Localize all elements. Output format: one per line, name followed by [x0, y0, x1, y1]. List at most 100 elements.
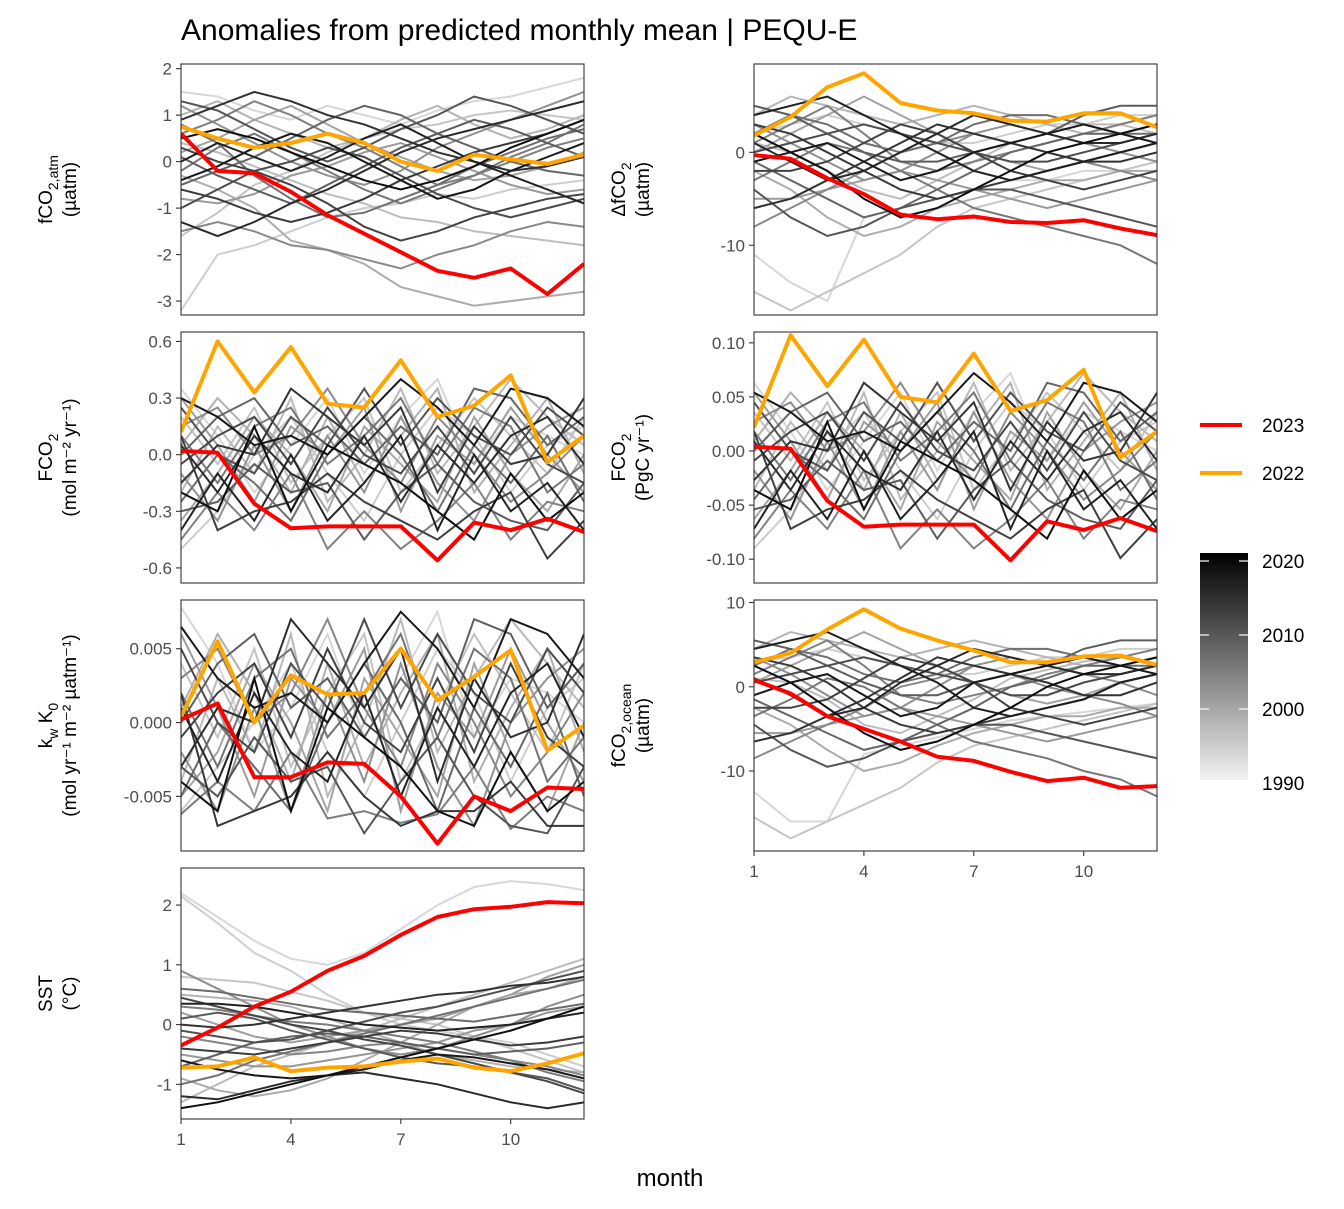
panel-2: 0 -10 ΔfCO2 (µatm): [609, 63, 1158, 316]
y-tick-label: 1: [163, 956, 172, 975]
panel-5: 0.005 0.000 -0.005 kw K0 (mol yr⁻¹ m⁻² µatm⁻…: [36, 599, 585, 852]
y-axis-label: FCO2 (mol m⁻² yr⁻¹): [36, 398, 81, 516]
background-year-line: [181, 1029, 584, 1056]
background-year-line: [754, 656, 1157, 743]
background-year-line: [181, 969, 584, 1044]
y-axis-label-unit: (mol yr⁻¹ m⁻² µatm⁻¹): [60, 634, 81, 816]
panel-frame: [180, 867, 585, 1120]
series-line-2023: [181, 132, 584, 297]
y-tick-label: -1: [157, 199, 172, 218]
y-tick-label: 0.000: [129, 714, 172, 733]
y-axis-label-main: FCO2: [609, 433, 634, 481]
y-axis-label-main: kw K0: [36, 703, 61, 749]
colorbar-label-2020: 2020: [1262, 552, 1304, 573]
x-axis-label: month: [637, 1165, 704, 1192]
series-line-2022: [754, 607, 1157, 667]
background-year-line: [181, 423, 584, 542]
background-year-line: [754, 123, 1157, 163]
y-axis-label-unit: (µatm): [633, 698, 654, 753]
y-tick-label: -1: [157, 1075, 172, 1094]
y-axis-label-main: FCO2: [36, 433, 61, 481]
y-tick-label: 0: [736, 678, 745, 697]
y-tick-label: -0.6: [143, 559, 172, 578]
background-year-line: [181, 633, 584, 815]
series-line-2023: [754, 444, 1157, 563]
background-year-line: [181, 987, 584, 1023]
background-year-line: [181, 750, 584, 831]
background-year-line: [754, 429, 1157, 532]
background-year-line: [754, 169, 1157, 210]
background-year-line: [181, 975, 584, 1029]
background-year-line: [181, 141, 584, 205]
background-year-line: [181, 996, 584, 1095]
legend-label-2023: 2023: [1262, 416, 1304, 437]
background-year-line: [181, 132, 584, 200]
background-year-line: [754, 656, 1157, 697]
y-tick-label: 0: [736, 143, 745, 162]
series-line-2023: [181, 701, 584, 846]
y-tick-label: 0.3: [148, 389, 172, 408]
background-year-line: [754, 706, 1157, 743]
y-axis-label: fCO2,atm (µatm): [36, 155, 81, 224]
x-tick-label: 4: [859, 862, 868, 881]
panel-5-lines: [181, 606, 584, 846]
background-year-line: [754, 656, 1157, 751]
y-tick-label: -0.3: [143, 502, 172, 521]
background-year-line: [754, 104, 1157, 172]
background-year-line: [754, 123, 1157, 219]
background-year-line: [181, 647, 584, 829]
background-year-line: [181, 616, 584, 754]
y-tick-label: -3: [157, 292, 172, 311]
x-tick-label: 1: [176, 1130, 185, 1149]
y-axis-label-unit: (PgC yr⁻¹): [633, 414, 654, 501]
series-line-2022: [181, 339, 584, 465]
background-year-line: [754, 468, 1157, 551]
panel-3-lines: [181, 339, 584, 563]
panel-frame: [753, 599, 1158, 852]
background-year-line: [754, 706, 1157, 773]
background-year-line: [181, 433, 584, 533]
y-tick-label: -10: [720, 762, 745, 781]
y-axis-label: ΔfCO2 (µatm): [609, 162, 654, 217]
y-axis-label-main: SST: [36, 975, 57, 1012]
background-year-line: [181, 174, 584, 307]
y-tick-label: 10: [726, 594, 745, 613]
background-year-line: [181, 617, 584, 740]
background-year-line: [181, 118, 584, 224]
background-year-line: [181, 406, 584, 523]
background-year-line: [181, 386, 584, 475]
y-axis-label-unit: (µatm): [60, 162, 81, 217]
y-axis-label-main: fCO2,ocean: [609, 684, 634, 768]
background-year-line: [181, 109, 584, 237]
panel-6: 10 0 -10 1 4 7 10 fCO2,ocean (µatm): [609, 594, 1158, 881]
panel-2-lines: [754, 71, 1157, 312]
background-year-line: [754, 410, 1157, 521]
y-tick-label: -2: [157, 246, 172, 265]
background-year-line: [754, 419, 1157, 541]
y-tick-label: 0.005: [129, 640, 172, 659]
x-tick-label: 4: [286, 1130, 295, 1149]
legend-label-2022: 2022: [1262, 464, 1304, 485]
background-year-line: [754, 160, 1157, 303]
background-year-line: [181, 1032, 584, 1068]
series-line-2022: [181, 639, 584, 753]
y-axis-label: fCO2,ocean (µatm): [609, 684, 654, 768]
panel-frame: [753, 63, 1158, 316]
y-axis-label: kw K0 (mol yr⁻¹ m⁻² µatm⁻¹): [36, 634, 81, 816]
series-line-2023: [754, 153, 1157, 238]
panel-6-lines: [754, 607, 1157, 840]
panel-3: 0.6 0.3 0.0 -0.3 -0.6 FCO2 (mol m⁻² yr⁻¹): [36, 331, 585, 584]
y-tick-label: 0: [163, 1016, 172, 1035]
background-year-line: [181, 661, 584, 814]
background-year-line: [754, 410, 1157, 502]
background-year-line: [181, 969, 584, 1056]
background-year-line: [754, 123, 1157, 210]
background-year-line: [181, 963, 584, 1044]
x-tick-label: 1: [749, 862, 758, 881]
series-line-2022: [754, 333, 1157, 460]
year-colorbar: [1200, 553, 1248, 780]
panel-4-lines: [754, 333, 1157, 563]
